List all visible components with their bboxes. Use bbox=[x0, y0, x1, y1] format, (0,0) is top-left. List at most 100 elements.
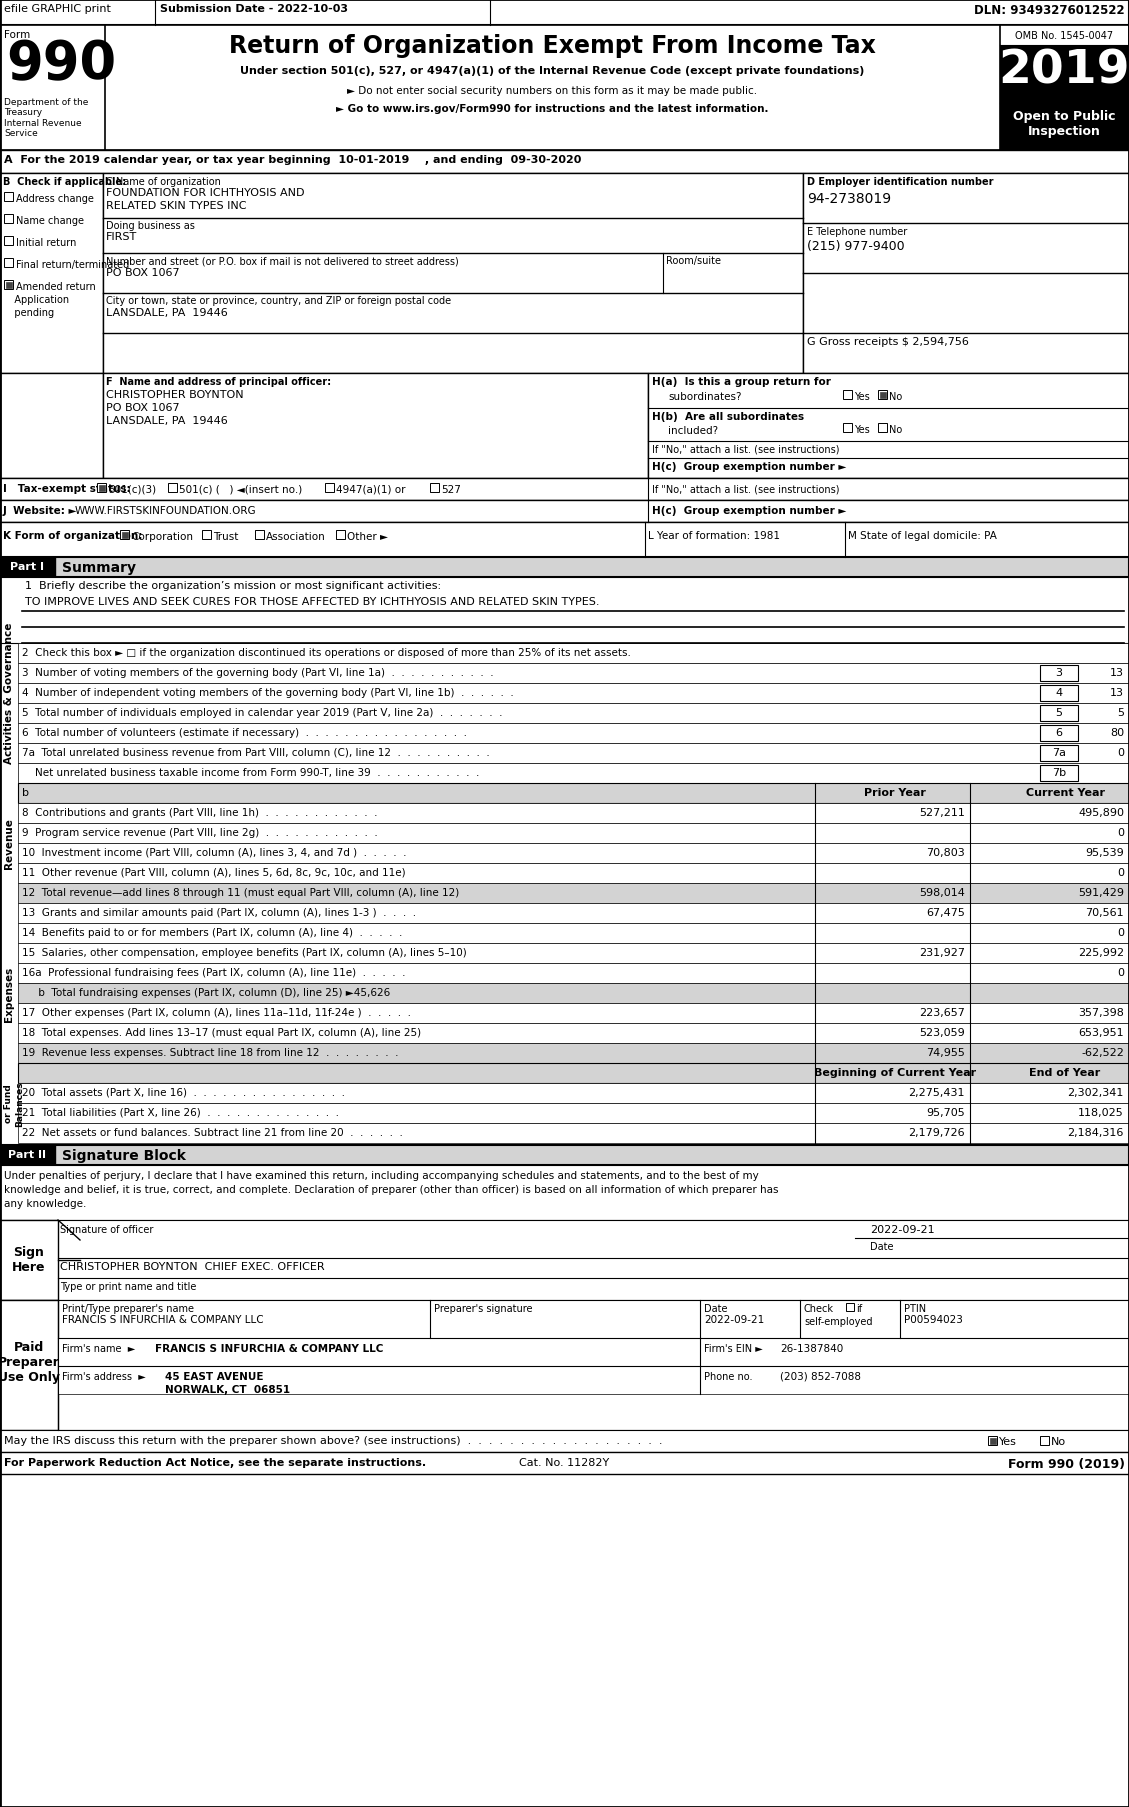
Text: 990: 990 bbox=[6, 38, 116, 90]
Text: FRANCIS S INFURCHIA & COMPANY LLC: FRANCIS S INFURCHIA & COMPANY LLC bbox=[155, 1343, 384, 1353]
Text: Other ►: Other ► bbox=[347, 531, 388, 542]
Text: included?: included? bbox=[668, 426, 718, 435]
Text: Date: Date bbox=[870, 1241, 893, 1250]
Text: Firm's EIN ►: Firm's EIN ► bbox=[704, 1343, 763, 1353]
Text: Revenue: Revenue bbox=[5, 819, 14, 869]
Text: Type or print name and title: Type or print name and title bbox=[60, 1281, 196, 1292]
Text: A  For the 2019 calendar year, or tax year beginning  10-01-2019    , and ending: A For the 2019 calendar year, or tax yea… bbox=[5, 155, 581, 164]
Text: 45 EAST AVENUE: 45 EAST AVENUE bbox=[165, 1372, 263, 1381]
Text: 74,955: 74,955 bbox=[926, 1048, 965, 1057]
Text: b  Total fundraising expenses (Part IX, column (D), line 25) ►45,626: b Total fundraising expenses (Part IX, c… bbox=[21, 987, 391, 997]
Bar bbox=[0, 1146, 1129, 1166]
Text: 523,059: 523,059 bbox=[919, 1028, 965, 1037]
Bar bbox=[1000, 25, 1129, 152]
Bar bbox=[18, 923, 1129, 943]
Text: May the IRS discuss this return with the preparer shown above? (see instructions: May the IRS discuss this return with the… bbox=[5, 1435, 663, 1446]
Text: Yes: Yes bbox=[999, 1437, 1017, 1446]
Bar bbox=[103, 374, 648, 479]
Text: if: if bbox=[856, 1303, 863, 1314]
Text: any knowledge.: any knowledge. bbox=[5, 1198, 87, 1209]
Text: 70,561: 70,561 bbox=[1085, 907, 1124, 918]
Bar bbox=[18, 943, 1129, 963]
Bar bbox=[325, 484, 334, 493]
Bar bbox=[5, 280, 14, 289]
Bar bbox=[1040, 726, 1078, 741]
Text: E Telephone number: E Telephone number bbox=[807, 228, 908, 237]
Bar bbox=[122, 533, 128, 538]
Text: 527: 527 bbox=[441, 484, 461, 495]
Text: FOUNDATION FOR ICHTHYOSIS AND: FOUNDATION FOR ICHTHYOSIS AND bbox=[106, 188, 305, 199]
Text: 1  Briefly describe the organization’s mission or most significant activities:: 1 Briefly describe the organization’s mi… bbox=[25, 580, 441, 591]
Text: Date: Date bbox=[704, 1303, 727, 1314]
Bar bbox=[0, 25, 105, 152]
Bar bbox=[18, 983, 1129, 1003]
Bar bbox=[120, 531, 129, 540]
Text: 18  Total expenses. Add lines 13–17 (must equal Part IX, column (A), line 25): 18 Total expenses. Add lines 13–17 (must… bbox=[21, 1028, 421, 1037]
Bar bbox=[18, 1043, 1129, 1063]
Text: 0: 0 bbox=[1117, 927, 1124, 938]
Text: PO BOX 1067: PO BOX 1067 bbox=[106, 403, 180, 412]
Text: 0: 0 bbox=[1117, 867, 1124, 878]
Bar bbox=[0, 558, 1129, 578]
Text: 9  Program service revenue (Part VIII, line 2g)  .  .  .  .  .  .  .  .  .  .  .: 9 Program service revenue (Part VIII, li… bbox=[21, 828, 378, 837]
Text: ► Go to www.irs.gov/Form990 for instructions and the latest information.: ► Go to www.irs.gov/Form990 for instruct… bbox=[335, 105, 768, 114]
Text: NORWALK, CT  06851: NORWALK, CT 06851 bbox=[165, 1384, 290, 1395]
Text: 16a  Professional fundraising fees (Part IX, column (A), line 11e)  .  .  .  .  : 16a Professional fundraising fees (Part … bbox=[21, 967, 405, 978]
Bar bbox=[5, 258, 14, 267]
Text: 7b: 7b bbox=[1052, 768, 1066, 777]
Bar bbox=[103, 173, 803, 374]
Text: 6: 6 bbox=[1056, 728, 1062, 737]
Text: 13: 13 bbox=[1110, 688, 1124, 698]
Bar bbox=[18, 1003, 1129, 1023]
Text: 4947(a)(1) or: 4947(a)(1) or bbox=[336, 484, 405, 495]
Bar bbox=[18, 824, 1129, 844]
Text: 11  Other revenue (Part VIII, column (A), lines 5, 6d, 8c, 9c, 10c, and 11e): 11 Other revenue (Part VIII, column (A),… bbox=[21, 867, 405, 878]
Text: 0: 0 bbox=[1117, 967, 1124, 978]
Bar bbox=[6, 282, 11, 289]
Bar bbox=[0, 1453, 1129, 1475]
Text: 225,992: 225,992 bbox=[1078, 947, 1124, 958]
Text: 231,927: 231,927 bbox=[919, 947, 965, 958]
Text: FRANCIS S INFURCHIA & COMPANY LLC: FRANCIS S INFURCHIA & COMPANY LLC bbox=[62, 1314, 264, 1325]
Text: Summary: Summary bbox=[62, 560, 135, 575]
Text: 95,539: 95,539 bbox=[1085, 847, 1124, 858]
Bar bbox=[1040, 746, 1078, 761]
Text: CHRISTOPHER BOYNTON: CHRISTOPHER BOYNTON bbox=[106, 390, 244, 399]
Text: 2022-09-21: 2022-09-21 bbox=[704, 1314, 764, 1325]
Text: Expenses: Expenses bbox=[5, 965, 14, 1021]
Text: 501(c)(3): 501(c)(3) bbox=[108, 484, 156, 495]
Text: Form: Form bbox=[5, 31, 30, 40]
Text: J  Website: ►: J Website: ► bbox=[3, 506, 78, 515]
Bar bbox=[18, 864, 1129, 884]
Text: 3  Number of voting members of the governing body (Part VI, line 1a)  .  .  .  .: 3 Number of voting members of the govern… bbox=[21, 667, 493, 678]
Text: Under section 501(c), 527, or 4947(a)(1) of the Internal Revenue Code (except pr: Under section 501(c), 527, or 4947(a)(1)… bbox=[239, 67, 864, 76]
Text: Form 990 (2019): Form 990 (2019) bbox=[1008, 1456, 1124, 1471]
Text: Part II: Part II bbox=[8, 1149, 46, 1160]
Bar bbox=[18, 844, 1129, 864]
Text: 5: 5 bbox=[1056, 708, 1062, 717]
Text: If "No," attach a list. (see instructions): If "No," attach a list. (see instruction… bbox=[653, 484, 840, 493]
Text: 5: 5 bbox=[1117, 708, 1124, 717]
Bar bbox=[1040, 1437, 1049, 1446]
Text: pending: pending bbox=[5, 307, 54, 318]
Bar bbox=[5, 237, 14, 246]
Bar bbox=[18, 1104, 1129, 1124]
Bar bbox=[18, 804, 1129, 824]
Bar bbox=[0, 558, 55, 578]
Bar bbox=[0, 152, 1129, 173]
Text: TO IMPROVE LIVES AND SEEK CURES FOR THOSE AFFECTED BY ICHTHYOSIS AND RELATED SKI: TO IMPROVE LIVES AND SEEK CURES FOR THOS… bbox=[25, 596, 599, 607]
Text: 21  Total liabilities (Part X, line 26)  .  .  .  .  .  .  .  .  .  .  .  .  .  : 21 Total liabilities (Part X, line 26) .… bbox=[21, 1108, 339, 1117]
Text: -62,522: -62,522 bbox=[1082, 1048, 1124, 1057]
Text: (203) 852-7088: (203) 852-7088 bbox=[780, 1372, 861, 1381]
Text: CHRISTOPHER BOYNTON  CHIEF EXEC. OFFICER: CHRISTOPHER BOYNTON CHIEF EXEC. OFFICER bbox=[60, 1261, 325, 1272]
Bar bbox=[0, 1220, 58, 1301]
Bar bbox=[0, 501, 1129, 522]
Text: 3: 3 bbox=[1056, 667, 1062, 678]
Text: Room/suite: Room/suite bbox=[666, 257, 721, 266]
Text: For Paperwork Reduction Act Notice, see the separate instructions.: For Paperwork Reduction Act Notice, see … bbox=[5, 1456, 426, 1467]
Bar bbox=[878, 425, 887, 432]
Text: B  Check if applicable:: B Check if applicable: bbox=[3, 177, 126, 186]
Text: No: No bbox=[889, 392, 902, 401]
Text: 527,211: 527,211 bbox=[919, 808, 965, 817]
Bar bbox=[0, 578, 1129, 643]
